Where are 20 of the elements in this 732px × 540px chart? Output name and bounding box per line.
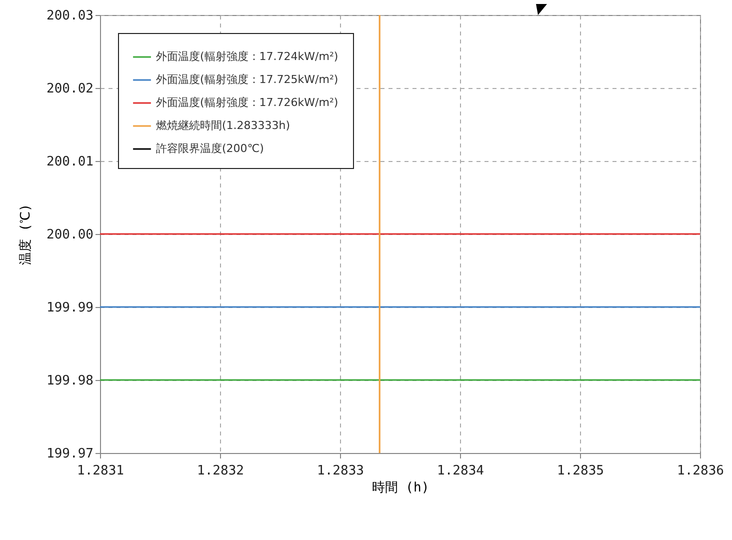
legend-label: 許容限界温度(200℃) [156,142,264,155]
x-axis-title: 時間 (h) [372,480,430,496]
legend-label: 燃焼継続時間(1.283333h) [156,119,290,132]
legend-label: 外面温度(輻射強度：17.725kW/m²) [156,73,338,86]
y-tick-label: 200.01 [46,154,94,170]
y-tick-label: 200.02 [46,82,94,96]
y-tick-label: 199.97 [46,446,94,462]
x-tick-label: 1.2834 [437,464,484,478]
x-tick-label: 1.2832 [197,464,244,478]
y-tick-label: 199.98 [46,374,94,388]
x-tick-label: 1.2836 [677,464,724,478]
y-tick-label: 199.99 [46,300,94,316]
x-tick-label: 1.2833 [317,464,364,478]
x-tick-label: 1.2835 [557,464,604,478]
legend-label: 外面温度(輻射強度：17.724kW/m²) [156,50,338,63]
legend-label: 外面温度(輻射強度：17.726kW/m²) [156,96,338,109]
x-tick-label: 1.2831 [77,464,124,478]
y-tick-label: 200.00 [46,228,94,242]
y-tick-label: 200.03 [46,8,94,24]
y-axis-title: 温度 (℃) [18,204,34,266]
